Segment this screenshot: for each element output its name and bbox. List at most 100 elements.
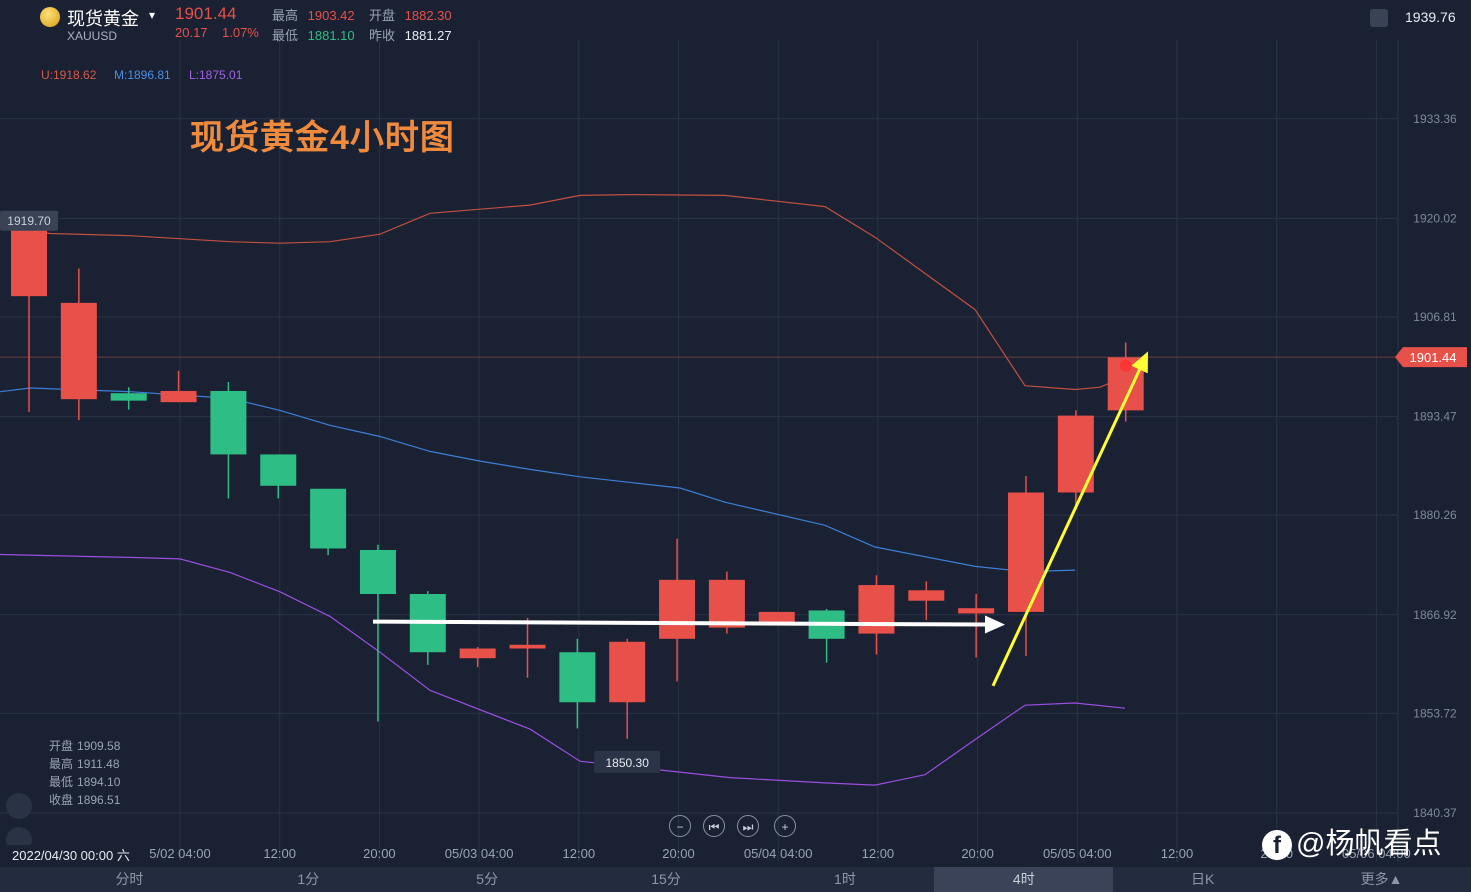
left-price-tag (0, 210, 58, 231)
ohlc-value: 1911.48 (77, 757, 120, 771)
middle-band-line (0, 387, 1076, 573)
y-tick-label: 1906.81 (1413, 310, 1457, 324)
ohlc-open: 开盘 1909.58 (45, 737, 120, 754)
candle-body (958, 608, 995, 614)
tab-1h[interactable]: 1时 (834, 871, 856, 887)
x-tick-label: 12:00 (862, 846, 895, 861)
candle-body (609, 641, 646, 703)
last-price: 1901.44 (175, 4, 237, 23)
x-tick-label: 05/05 04:00 (1043, 846, 1112, 861)
chevron-down-icon[interactable]: ▾ (149, 8, 156, 22)
candle-body (708, 579, 745, 628)
x-tick-label: 20:00 (662, 846, 695, 861)
open-stat: 开盘 1882.30 (369, 5, 452, 24)
ohlc-close: 收盘 1896.51 (45, 791, 120, 808)
candle-body (509, 644, 546, 649)
y-tick-label: 1866.92 (1413, 608, 1457, 622)
symbol-name[interactable]: 现货黄金 (67, 9, 139, 29)
low-value: 1881.10 (307, 28, 355, 43)
lower-band-line (0, 553, 1126, 786)
x-axis: 5/02 04:00 12:00 20:00 05/03 04:00 12:00 20:0… (149, 846, 1410, 861)
tab-5min[interactable]: 5分 (476, 871, 499, 887)
yellow-arrow-shaft (991, 368, 1141, 687)
candle-body (459, 648, 496, 659)
tab-daily[interactable]: 日K (1191, 871, 1215, 887)
tab-1min[interactable]: 1分 (297, 871, 320, 887)
candle-body (559, 652, 596, 703)
gold-logo-icon (40, 7, 60, 27)
tab-timeline[interactable]: 分时 (115, 871, 144, 887)
candle-body (659, 579, 696, 639)
bb-lower-legend: L:1875.01 (189, 68, 243, 82)
ohlc-value: 1896.51 (77, 793, 121, 807)
candlesticks: 1850.30 (11, 221, 1144, 773)
x-tick-label: 12:00 (1161, 846, 1194, 861)
y-tick-label: 1853.72 (1413, 706, 1457, 720)
candle-body (11, 224, 47, 297)
facebook-icon: f (1262, 830, 1292, 861)
y-tick-label: 1893.47 (1413, 410, 1457, 424)
chart-title: 现货黄金4小时图 (190, 119, 455, 157)
trend-arrows (372, 351, 1148, 687)
x-tick-label: 12:00 (563, 846, 596, 861)
current-price-tag (1395, 347, 1467, 368)
tab-more[interactable]: 更多▲ (1360, 871, 1403, 887)
low-stat: 最低 1881.10 (272, 25, 355, 44)
y-tick-label: 1880.26 (1413, 508, 1457, 522)
jump-end-button[interactable]: ⏭ (737, 815, 759, 837)
x-tick-label: 12:00 (263, 846, 296, 861)
price-change: 20.17 (175, 25, 208, 40)
prev-close-value: 1881.27 (404, 28, 452, 43)
prev-close-label: 昨收 (369, 28, 396, 43)
tab-15min[interactable]: 15分 (651, 871, 681, 887)
candle-body (758, 611, 795, 625)
open-value: 1882.30 (404, 8, 452, 23)
x-tick-label: 05/06 04:00 (1342, 846, 1411, 861)
zoom-in-button[interactable]: + (774, 815, 796, 837)
right-price-value: 1939.76 (1405, 9, 1456, 25)
x-tick-label: 20:00 (961, 846, 994, 861)
ohlc-value: 1909.58 (77, 739, 121, 753)
ohlc-low: 最低 1894.10 (45, 773, 120, 790)
x-tick-label: 05/03 04:00 (445, 846, 514, 861)
current-price-label: 1901.44 (1410, 350, 1457, 365)
bb-upper-legend: U:1918.62 (41, 68, 97, 82)
tab-4h[interactable]: 4时 (934, 867, 1114, 892)
candle-body (858, 585, 895, 634)
high-value: 1903.42 (307, 8, 355, 23)
y-tick-label: 1920.02 (1413, 211, 1457, 225)
jump-start-button[interactable]: ⏮ (703, 815, 725, 837)
y-tick-label: 1840.37 (1413, 806, 1457, 820)
candle-body (908, 590, 945, 601)
indicator-tool-icon[interactable] (6, 793, 32, 819)
y-axis: 1933.36 1920.02 1906.81 1893.47 1880.26 1866.… (0, 112, 1467, 820)
live-dot (1119, 359, 1132, 372)
high-label: 最高 (272, 8, 299, 23)
price-change-pct: 1.07% (222, 25, 259, 40)
white-arrow-shaft (372, 619, 986, 627)
candle-body (60, 302, 97, 400)
low-marker-label: 1850.30 (606, 756, 650, 770)
ohlc-label: 开盘 (49, 739, 74, 753)
timeframe-bar: 分时 1分 5分 15分 1时 4时 日K 更多▲ (0, 867, 1471, 892)
chart-grid (0, 40, 1399, 862)
ohlc-label: 收盘 (49, 793, 74, 807)
upper-band-line (0, 193, 1126, 391)
white-arrow-head (984, 615, 1005, 634)
watermark: f @杨帆看点 (1262, 820, 1441, 862)
high-stat: 最高 1903.42 (272, 5, 355, 24)
bb-middle-legend: M:1896.81 (114, 68, 171, 82)
ohlc-label: 最低 (49, 775, 74, 789)
ohlc-label: 最高 (49, 757, 74, 771)
candle-body (1008, 492, 1044, 612)
zoom-out-button[interactable]: − (669, 815, 691, 837)
watermark-text: @杨帆看点 (1296, 828, 1442, 860)
ohlc-value: 1894.10 (77, 775, 121, 789)
candle-body (160, 390, 197, 403)
candle-body (260, 454, 297, 486)
x-tick-label: 5/02 04:00 (149, 846, 210, 861)
low-label: 最低 (272, 28, 299, 43)
low-marker-box (594, 750, 661, 773)
left-price-label: 1919.70 (7, 214, 51, 228)
bell-icon[interactable] (1370, 9, 1388, 27)
